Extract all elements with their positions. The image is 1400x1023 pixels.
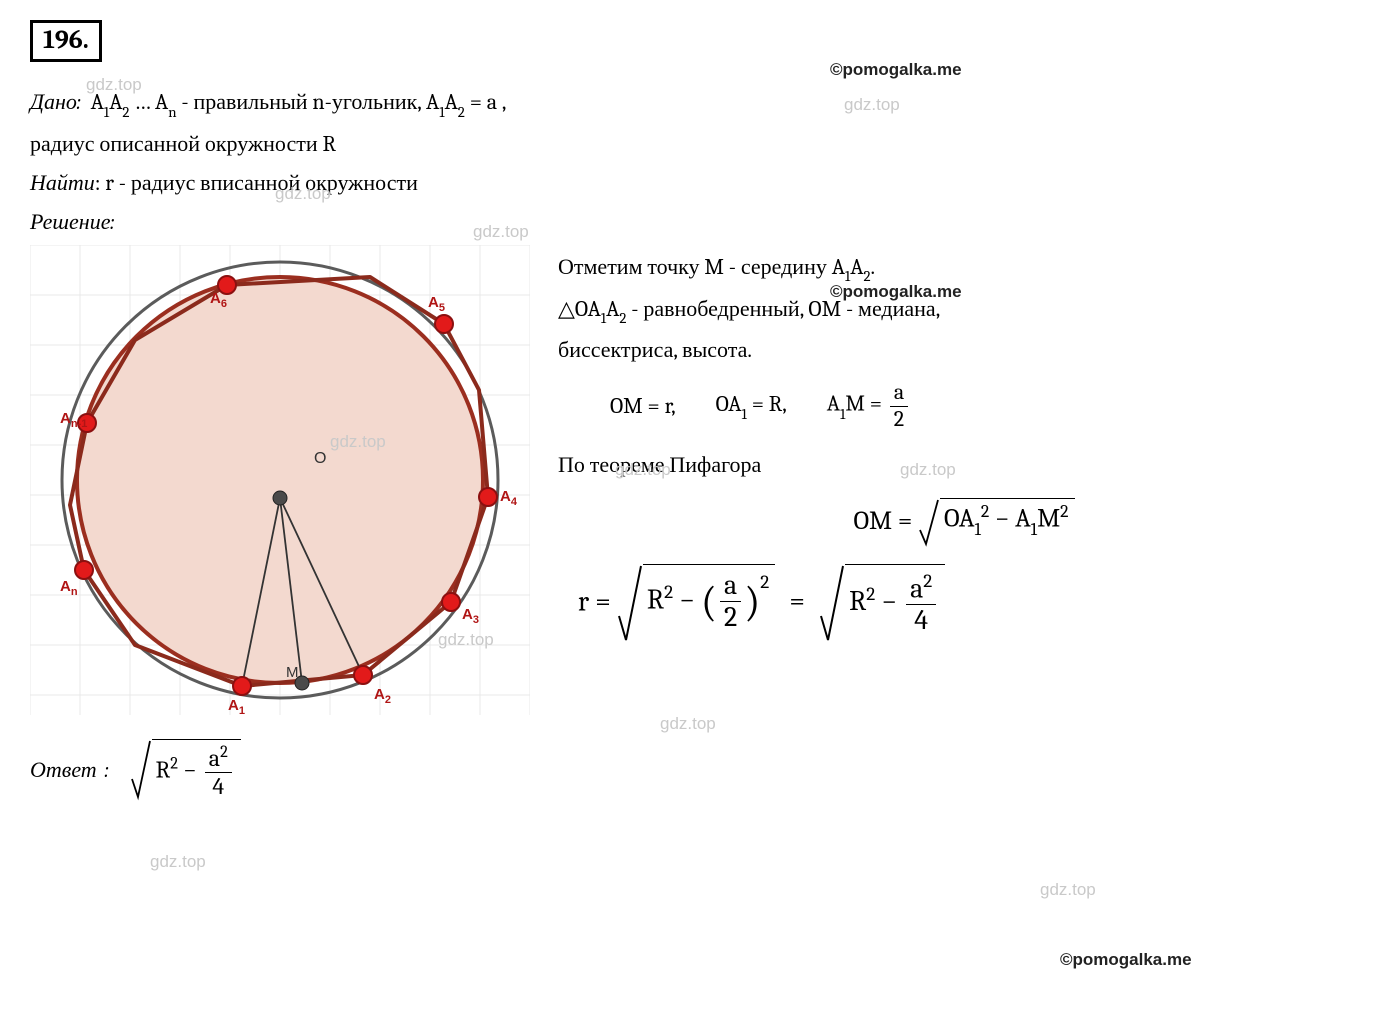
sqrt-icon: [918, 498, 940, 548]
sqrt-icon: [819, 564, 845, 644]
sol-line-bisector: биссектриса, высота.: [558, 334, 1370, 367]
watermark-pomogalka: ©pomogalka.me: [830, 60, 962, 80]
watermark-gdz: gdz.top: [150, 852, 206, 872]
watermark-gdz: gdz.top: [660, 714, 716, 734]
sqrt-icon: [617, 564, 643, 644]
given-line-2: радиус описанной окружности R: [30, 128, 1370, 161]
svg-text:A5: A5: [428, 294, 445, 314]
eq-r-formula: r = R2 − (a2)2 = R2 − a24: [578, 564, 1370, 644]
solution-body: OMA1A2A3A4A5A6An-1An Отметим точку M - с…: [30, 245, 1370, 715]
eq-a1m: A1M = a2: [827, 381, 911, 430]
eq-oa1: OA1 = R,: [716, 391, 787, 420]
eq-pythagoras: OM = OA12 − A1M2: [558, 498, 1370, 548]
svg-text:A1: A1: [228, 697, 245, 715]
svg-text:A2: A2: [374, 686, 391, 706]
geometry-diagram: OMA1A2A3A4A5A6An-1An: [30, 245, 530, 715]
svg-text:M: M: [286, 664, 299, 681]
sol-line-midpoint: Отметим точку M - середину A1A2.: [558, 251, 1370, 287]
watermark-pomogalka: ©pomogalka.me: [1060, 950, 1192, 970]
sol-line-isotriangle: △OA1A2 - равнобедренный, OM - медиана,: [558, 293, 1370, 329]
answer-line: Ответ: R2 − a24: [30, 739, 1370, 801]
watermark-gdz: gdz.top: [1040, 880, 1096, 900]
sqrt-icon: [130, 739, 152, 801]
equations-row: OM = r, OA1 = R, A1M = a2: [610, 381, 1370, 430]
find-line: Найти: r - радиус вписанной окружности: [30, 167, 1370, 200]
svg-text:O: O: [314, 450, 326, 467]
given-label: Дано: [30, 89, 77, 115]
svg-text:A4: A4: [500, 488, 518, 508]
pythagoras-label: По теореме Пифагора: [558, 449, 1370, 482]
problem-number: 196.: [30, 20, 102, 62]
eq-om: OM = r,: [610, 393, 676, 419]
solution-label: Решение:: [30, 206, 1370, 239]
given-line-1: Дано: A1A2 … An - правильный n-угольник,…: [30, 86, 1370, 122]
svg-text:A3: A3: [462, 606, 479, 626]
